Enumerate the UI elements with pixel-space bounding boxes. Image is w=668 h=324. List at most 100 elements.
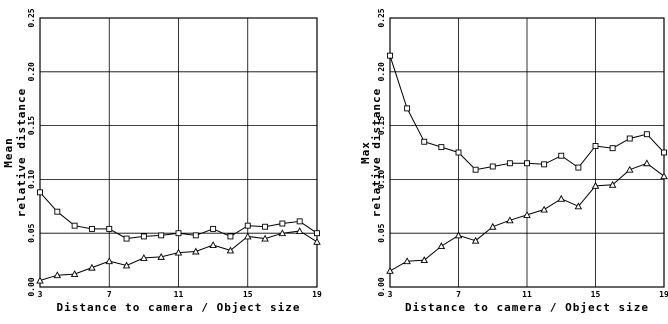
square-marker [404,105,411,112]
triangle-marker [88,263,96,271]
square-marker [575,164,582,171]
triangle-marker [420,256,429,264]
y-tick-label: 0.20 [27,62,36,81]
square-marker [643,131,650,138]
x-tick-label: 3 [38,290,43,299]
triangle-marker [192,247,200,255]
triangle-marker [557,194,566,202]
y-tick-label: 0.15 [377,116,386,135]
triangle-marker [523,210,531,218]
triangle-marker [660,172,668,180]
x-tick-label: 7 [107,290,112,299]
plot-frame [39,17,318,288]
y-tick-label: 0.15 [27,116,36,135]
square-marker [541,161,548,168]
square-marker [472,166,479,173]
square-marker [71,222,78,229]
square-marker [140,233,147,240]
triangle-marker [295,227,304,234]
y-tick-label: 0.10 [377,170,386,189]
triangle-marker [209,241,217,248]
y-tick-label: 0.05 [27,223,36,242]
triangle-marker [488,222,497,230]
x-tick-label: 3 [388,290,393,299]
square-marker [192,232,199,239]
triangle-marker [403,257,411,265]
square-marker [54,208,61,215]
square-marker [37,189,43,196]
square-marker [626,135,633,142]
y-axis-label-line1: Mean [2,137,15,168]
x-tick-label: 15 [591,290,601,299]
triangle-marker [53,271,62,279]
x-tick-label: 11 [522,290,532,299]
triangle-marker [243,232,252,240]
square-marker [175,230,182,237]
square-marker [244,222,251,229]
square-marker [296,218,303,225]
x-tick-label: 7 [456,290,461,299]
y-tick-label: 0.05 [377,223,386,242]
square-marker [88,225,95,232]
square-marker [609,145,616,152]
triangle-marker [174,248,183,256]
x-axis-label: Distance to camera / Object size [57,301,301,314]
x-tick-label: 15 [243,290,253,299]
square-marker [262,223,269,230]
square-marker [210,225,217,232]
triangle-marker [140,254,148,261]
triangle-marker [261,234,269,242]
triangle-marker [540,205,548,213]
triangle-marker [70,270,79,278]
triangle-marker [278,229,287,237]
triangle-marker [506,216,514,224]
square-marker [279,220,286,227]
square-marker [592,143,599,149]
triangle-marker [574,202,583,210]
triangle-marker [157,252,165,260]
y-axis-label-line2: relative distance [370,88,383,218]
triangle-marker [591,181,600,189]
x-axis-label: Distance to camera / Object size [405,301,649,314]
x-tick-label: 11 [174,290,184,299]
triangle-marker [105,257,114,265]
triangle-marker [625,165,634,173]
triangle-marker [454,231,463,239]
square-marker [661,149,667,156]
mean-relative-distance-chart: 3 7 11 15 19 0.00 0.05 0.10 0.15 0.20 0.25 Distance… [2,8,322,314]
y-axis-label-line1: Max [359,141,372,164]
triangle-marker [608,180,617,188]
square-marker [558,152,565,159]
x-tick-label: 19 [312,290,322,299]
square-marker [421,138,428,145]
square-marker [158,232,165,239]
triangle-marker [643,159,651,167]
square-marker [506,160,513,167]
square-marker [455,149,462,156]
triangle-marker [386,266,394,274]
y-tick-label: 0.25 [27,8,36,27]
triangle-marker [471,236,480,244]
y-tick-label: 0.25 [377,8,386,27]
triangle-marker [226,246,235,254]
triangle-marker [313,237,321,245]
square-marker [227,233,234,240]
triangle-marker [437,242,446,250]
y-axis-label-line2: relative distance [15,88,28,218]
y-tick-label: 0.20 [377,62,386,81]
y-tick-label: 0.00 [27,277,36,296]
square-marker [524,160,530,167]
square-marker [387,52,393,59]
y-tick-label: 0.00 [377,277,386,296]
square-marker [123,235,130,242]
max-relative-distance-chart: 3 7 11 15 19 0.00 0.05 0.10 0.15 0.20 0.25 Distance… [359,8,668,314]
square-marker [106,225,113,232]
x-tick-label: 19 [659,290,668,299]
square-marker [438,144,445,151]
triangle-marker [36,276,44,284]
square-marker [314,230,320,237]
y-tick-label: 0.10 [27,170,36,189]
square-marker [489,163,496,170]
triangle-marker [122,261,131,269]
